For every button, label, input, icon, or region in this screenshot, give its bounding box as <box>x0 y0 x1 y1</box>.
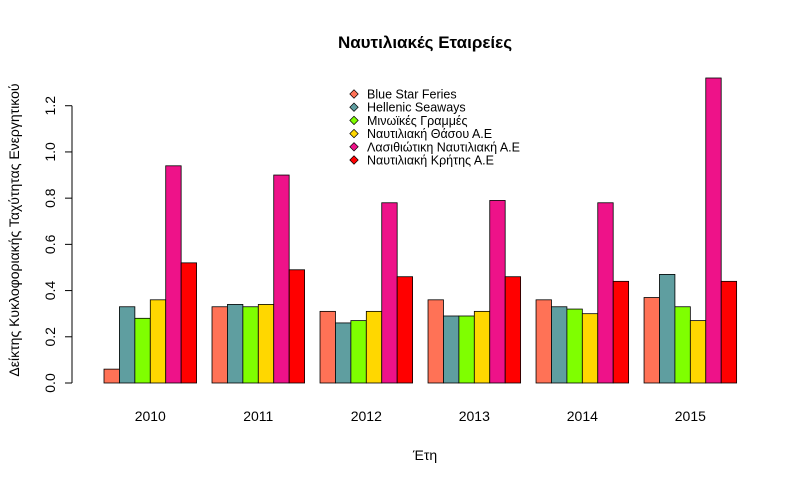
bar-2011-series-4 <box>257 304 275 384</box>
y-tick-label: 0.2 <box>42 327 58 347</box>
bar-2015-series-3 <box>674 306 691 384</box>
bar-2015-series-6 <box>720 280 738 384</box>
bar-2013-series-1 <box>427 299 444 384</box>
legend-label: Λασιθιώτικη Ναυτιλιακή Α.Ε <box>367 140 520 154</box>
x-tick-label: 2011 <box>243 408 273 424</box>
bar-2010-series-2 <box>119 306 136 384</box>
chart-title: Ναυτιλιακές Εταιρείες <box>338 33 512 52</box>
bar-2010-series-5 <box>165 165 182 384</box>
bar-2013-series-3 <box>458 315 475 384</box>
y-tick-label: 1.2 <box>42 96 58 116</box>
x-tick-label: 2010 <box>135 408 166 424</box>
bar-2013-series-6 <box>504 276 522 384</box>
bar-2012-series-5 <box>381 202 398 384</box>
bar-2010-series-3 <box>134 317 151 384</box>
legend-diamond-icon <box>349 102 359 112</box>
x-tick-label: 2013 <box>459 408 490 424</box>
bar-2012-series-4 <box>365 310 383 384</box>
bar-2012-series-6 <box>396 276 414 384</box>
x-tick-label: 2015 <box>675 408 706 424</box>
bar-2013-series-5 <box>489 200 506 384</box>
bars-group <box>103 77 738 384</box>
y-axis: 0.0 0.2 0.4 0.6 0.8 1.0 1.2 <box>42 96 73 393</box>
bar-2012-series-2 <box>335 322 352 384</box>
bar-2011-series-1 <box>211 306 228 384</box>
bar-2015-series-4 <box>689 320 707 384</box>
y-tick-label: 0.0 <box>42 373 58 393</box>
legend-diamond-icon <box>349 128 359 139</box>
legend-label: Hellenic Seaways <box>367 101 466 115</box>
legend-label: Μινωϊκές Γραμμές <box>367 114 468 128</box>
bar-2014-series-1 <box>535 299 552 384</box>
y-axis-label: Δείκτης Κυκλοφοριακής Ταχύτητας Ενεργητι… <box>6 83 22 376</box>
legend-diamond-icon <box>349 155 359 165</box>
bar-2010-series-1 <box>103 368 120 384</box>
x-axis-label: Έτη <box>412 447 437 463</box>
bar-2014-series-2 <box>551 306 568 384</box>
y-tick-label: 1.0 <box>42 142 58 162</box>
bar-2013-series-4 <box>473 310 491 384</box>
x-tick-label: 2012 <box>351 408 382 424</box>
y-tick-label: 0.8 <box>42 188 58 208</box>
legend-diamond-icon <box>349 89 359 99</box>
bar-2011-series-5 <box>273 174 290 384</box>
legend-diamond-icon <box>349 115 359 126</box>
y-tick-label: 0.4 <box>42 281 58 301</box>
x-axis: 2010 2011 2012 2013 2014 2015 <box>135 408 706 424</box>
bar-2014-series-3 <box>566 308 583 384</box>
bar-2010-series-4 <box>149 299 167 384</box>
bar-2015-series-5 <box>705 77 722 384</box>
bar-2012-series-1 <box>319 310 336 384</box>
bar-2014-series-6 <box>612 280 630 384</box>
bar-2011-series-3 <box>242 306 259 384</box>
legend-label: Ναυτιλιακή Κρήτης Α.Ε <box>367 154 494 168</box>
legend-diamond-icon <box>349 142 359 152</box>
legend-label: Blue Star Feries <box>367 88 457 102</box>
bar-2010-series-6 <box>180 262 197 384</box>
bar-2013-series-2 <box>443 315 460 384</box>
bar-2014-series-5 <box>597 202 614 384</box>
bar-2012-series-3 <box>350 320 367 384</box>
legend-label: Ναυτιλιακή Θάσου Α.Ε <box>367 127 492 141</box>
bar-2011-series-2 <box>227 304 244 384</box>
x-tick-label: 2014 <box>567 408 598 424</box>
bar-2011-series-6 <box>288 269 305 384</box>
y-tick-label: 0.6 <box>42 234 58 254</box>
bar-2015-series-1 <box>643 297 660 384</box>
bar-2015-series-2 <box>659 274 676 384</box>
bar-2014-series-4 <box>581 313 599 384</box>
